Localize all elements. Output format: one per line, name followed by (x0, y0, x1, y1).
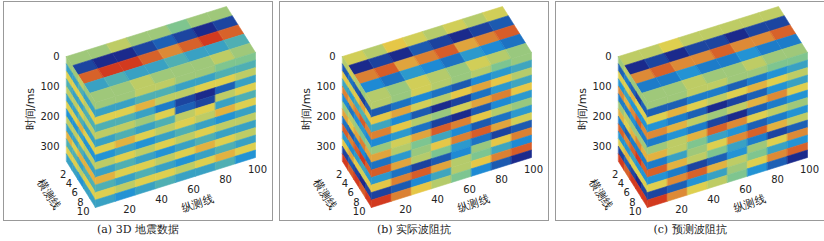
svg-text:6: 6 (347, 187, 354, 199)
svg-text:80: 80 (495, 174, 508, 185)
svg-text:横测线: 横测线 (311, 177, 340, 212)
svg-text:100: 100 (40, 81, 59, 92)
svg-text:40: 40 (431, 194, 444, 205)
svg-text:20: 20 (675, 204, 688, 215)
html-text:(c) 预测波阻抗: (c) 预测波阻抗 (653, 223, 727, 236)
svg-text:20: 20 (399, 204, 412, 215)
svg-text:200: 200 (316, 111, 335, 122)
svg-text:60: 60 (187, 184, 200, 195)
svg-text:80: 80 (219, 174, 232, 185)
svg-text:纵测线: 纵测线 (180, 192, 215, 214)
svg-text:横测线: 横测线 (587, 177, 616, 212)
svg-text:10: 10 (629, 206, 642, 217)
html-text:(a) 3D 地震数据: (a) 3D 地震数据 (97, 223, 179, 236)
svg-text:2: 2 (335, 168, 343, 180)
svg-text:10: 10 (77, 206, 90, 217)
svg-text:300: 300 (592, 141, 611, 152)
svg-text:80: 80 (771, 174, 784, 185)
svg-text:纵测线: 纵测线 (456, 192, 491, 214)
svg-text:100: 100 (592, 81, 611, 92)
svg-text:时间/ms: 时间/ms (24, 88, 37, 130)
svg-text:0: 0 (605, 51, 611, 62)
svg-text:时间/ms: 时间/ms (300, 88, 313, 130)
svg-text:0: 0 (329, 51, 335, 62)
svg-text:40: 40 (155, 194, 168, 205)
svg-text:200: 200 (592, 111, 611, 122)
svg-text:6: 6 (623, 187, 630, 199)
svg-text:4: 4 (617, 178, 625, 190)
svg-text:100: 100 (248, 164, 267, 175)
svg-text:100: 100 (800, 164, 819, 175)
svg-text:0: 0 (53, 51, 59, 62)
svg-text:时间/ms: 时间/ms (576, 88, 589, 130)
svg-text:8: 8 (629, 196, 636, 208)
svg-text:300: 300 (40, 141, 59, 152)
svg-text:4: 4 (65, 178, 73, 190)
svg-text:8: 8 (353, 196, 360, 208)
svg-text:2: 2 (611, 168, 619, 180)
svg-text:20: 20 (123, 204, 136, 215)
svg-text:2: 2 (59, 168, 67, 180)
svg-text:300: 300 (316, 141, 335, 152)
svg-text:40: 40 (707, 194, 720, 205)
svg-text:100: 100 (316, 81, 335, 92)
svg-text:200: 200 (40, 111, 59, 122)
svg-text:60: 60 (739, 184, 752, 195)
svg-text:4: 4 (341, 178, 349, 190)
svg-text:纵测线: 纵测线 (732, 192, 767, 214)
svg-text:6: 6 (71, 187, 78, 199)
svg-text:10: 10 (353, 206, 366, 217)
html-text:(b) 实际波阻抗: (b) 实际波阻抗 (376, 223, 452, 236)
svg-text:100: 100 (524, 164, 543, 175)
svg-text:60: 60 (463, 184, 476, 195)
svg-text:横测线: 横测线 (35, 177, 64, 212)
svg-text:8: 8 (77, 196, 84, 208)
